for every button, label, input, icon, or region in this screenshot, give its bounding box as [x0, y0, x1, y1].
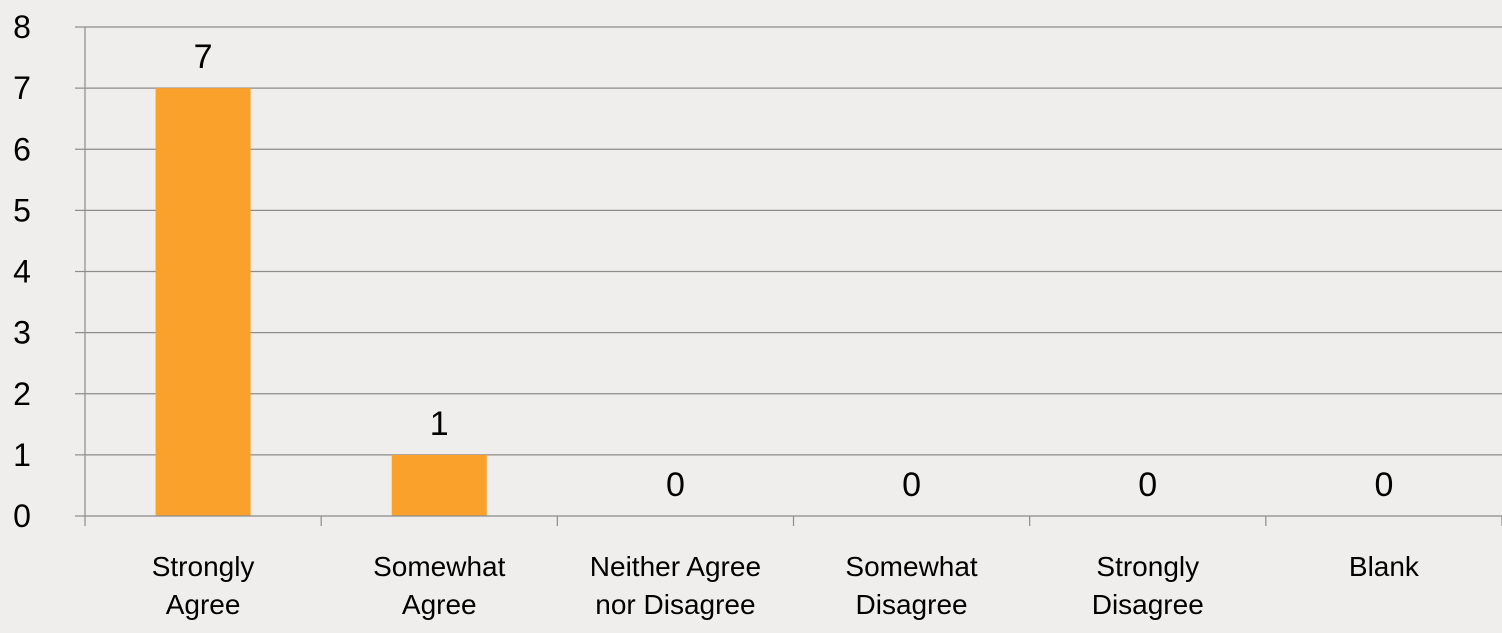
data-label: 0 [1138, 466, 1157, 504]
data-label: 0 [1374, 466, 1393, 504]
x-tick-label: Blank [1349, 551, 1420, 582]
bar [391, 454, 487, 516]
x-tick-label: Somewhat [373, 551, 506, 582]
y-tick-label: 5 [13, 192, 31, 228]
y-tick-label: 8 [13, 9, 31, 45]
x-tick-label: Disagree [1092, 589, 1204, 620]
x-tick-label: Disagree [856, 589, 968, 620]
y-tick-label: 1 [13, 437, 31, 473]
x-tick-label: Agree [166, 589, 241, 620]
bar [155, 88, 251, 516]
y-tick-label: 4 [13, 254, 31, 290]
axes: 0 1 2 3 4 5 6 7 8 Strongly Agree Somewhat Agree Neith… [13, 9, 1502, 620]
gridlines [85, 26, 1502, 456]
x-tick-label: Strongly [1096, 551, 1199, 582]
y-tick-label: 6 [13, 131, 31, 167]
data-label: 1 [430, 405, 449, 443]
x-tick-label: Strongly [152, 551, 255, 582]
x-tick-label: Somewhat [845, 551, 978, 582]
y-tick-label: 2 [13, 376, 31, 412]
x-tick-label: nor Disagree [595, 589, 755, 620]
y-tick-label: 0 [13, 498, 31, 534]
y-tick-label: 7 [13, 70, 31, 106]
y-tick-label: 3 [13, 315, 31, 351]
data-label: 0 [902, 466, 921, 504]
bars [155, 88, 487, 516]
data-label: 7 [194, 38, 213, 76]
data-labels: 7 1 0 0 0 0 [194, 38, 1394, 504]
x-tick-label: Neither Agree [590, 551, 761, 582]
x-tick-label: Agree [402, 589, 477, 620]
data-label: 0 [666, 466, 685, 504]
